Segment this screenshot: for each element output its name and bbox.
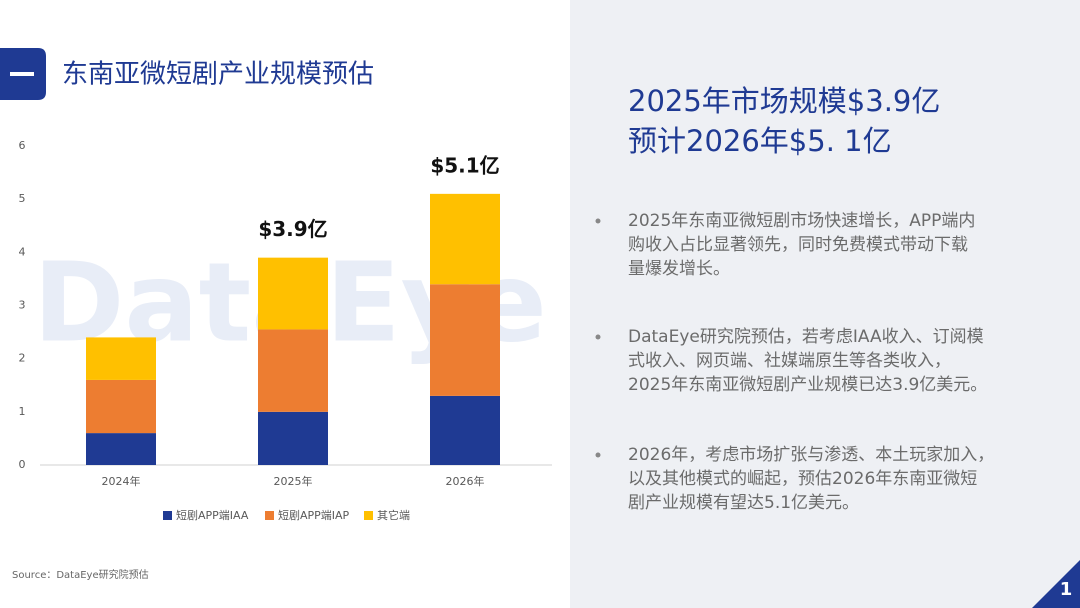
bullet-text: 剧产业规模有望达5.1亿美元。 [628, 493, 859, 513]
y-tick-label: 2 [19, 352, 26, 365]
bullet-text: 式收入、网页端、社媒端原生等各类收入， [628, 351, 951, 371]
bullet-text: 2025年东南亚微短剧产业规模已达3.9亿美元。 [628, 375, 987, 395]
bar-segment [258, 257, 328, 330]
y-tick-label: 6 [19, 139, 26, 152]
headline: 预计2026年$5. 1亿 [628, 124, 892, 158]
legend-swatch [265, 511, 274, 520]
bullet-text: 量爆发增长。 [628, 259, 730, 279]
bar-segment [258, 411, 328, 465]
y-tick-label: 3 [19, 299, 26, 312]
legend-label: 其它端 [377, 508, 410, 522]
legend-label: 短剧APP端IAA [176, 508, 249, 522]
bar-segment [86, 379, 156, 434]
bullet-text: 2025年东南亚微短剧市场快速增长，APP端内 [628, 211, 975, 231]
y-tick-label: 0 [19, 458, 26, 471]
legend-swatch [364, 511, 373, 520]
y-tick-label: 1 [19, 405, 26, 418]
page-number: 1 [1060, 579, 1073, 600]
x-tick-label: 2025年 [274, 474, 313, 488]
bar-segment [258, 329, 328, 412]
corner [1032, 560, 1080, 608]
bullet-text: 购收入占比显著领先，同时免费模式带动下载 [628, 235, 968, 255]
badge-dash [10, 72, 34, 76]
bar-segment [430, 395, 500, 465]
bar-segment [430, 193, 500, 285]
total-label: $3.9亿 [258, 217, 327, 241]
side-panel [570, 0, 1080, 608]
x-tick-label: 2024年 [102, 474, 141, 488]
bullet-text: DataEye研究院预估，若考虑IAA收入、订阅模 [628, 327, 984, 347]
chart-title: 东南亚微短剧产业规模预估 [62, 60, 374, 90]
y-tick-label: 5 [19, 192, 26, 205]
y-tick-label: 4 [19, 245, 26, 258]
legend-label: 短剧APP端IAP [278, 508, 350, 522]
bullet-dot [595, 334, 601, 340]
headline: 2025年市场规模$3.9亿 [628, 84, 940, 118]
legend-swatch [163, 511, 172, 520]
bar-segment [86, 337, 156, 380]
x-tick-label: 2026年 [446, 474, 485, 488]
bar-segment [86, 433, 156, 465]
bullet-dot [595, 452, 601, 458]
total-label: $5.1亿 [430, 153, 499, 177]
bullet-text: 2026年，考虑市场扩张与渗透、本土玩家加入， [628, 445, 994, 465]
bullet-text: 以及其他模式的崛起，预估2026年东南亚微短 [628, 469, 977, 489]
bar-segment [430, 284, 500, 396]
source: Source：DataEye研究院预估 [12, 568, 149, 581]
bullet-dot [595, 218, 601, 224]
